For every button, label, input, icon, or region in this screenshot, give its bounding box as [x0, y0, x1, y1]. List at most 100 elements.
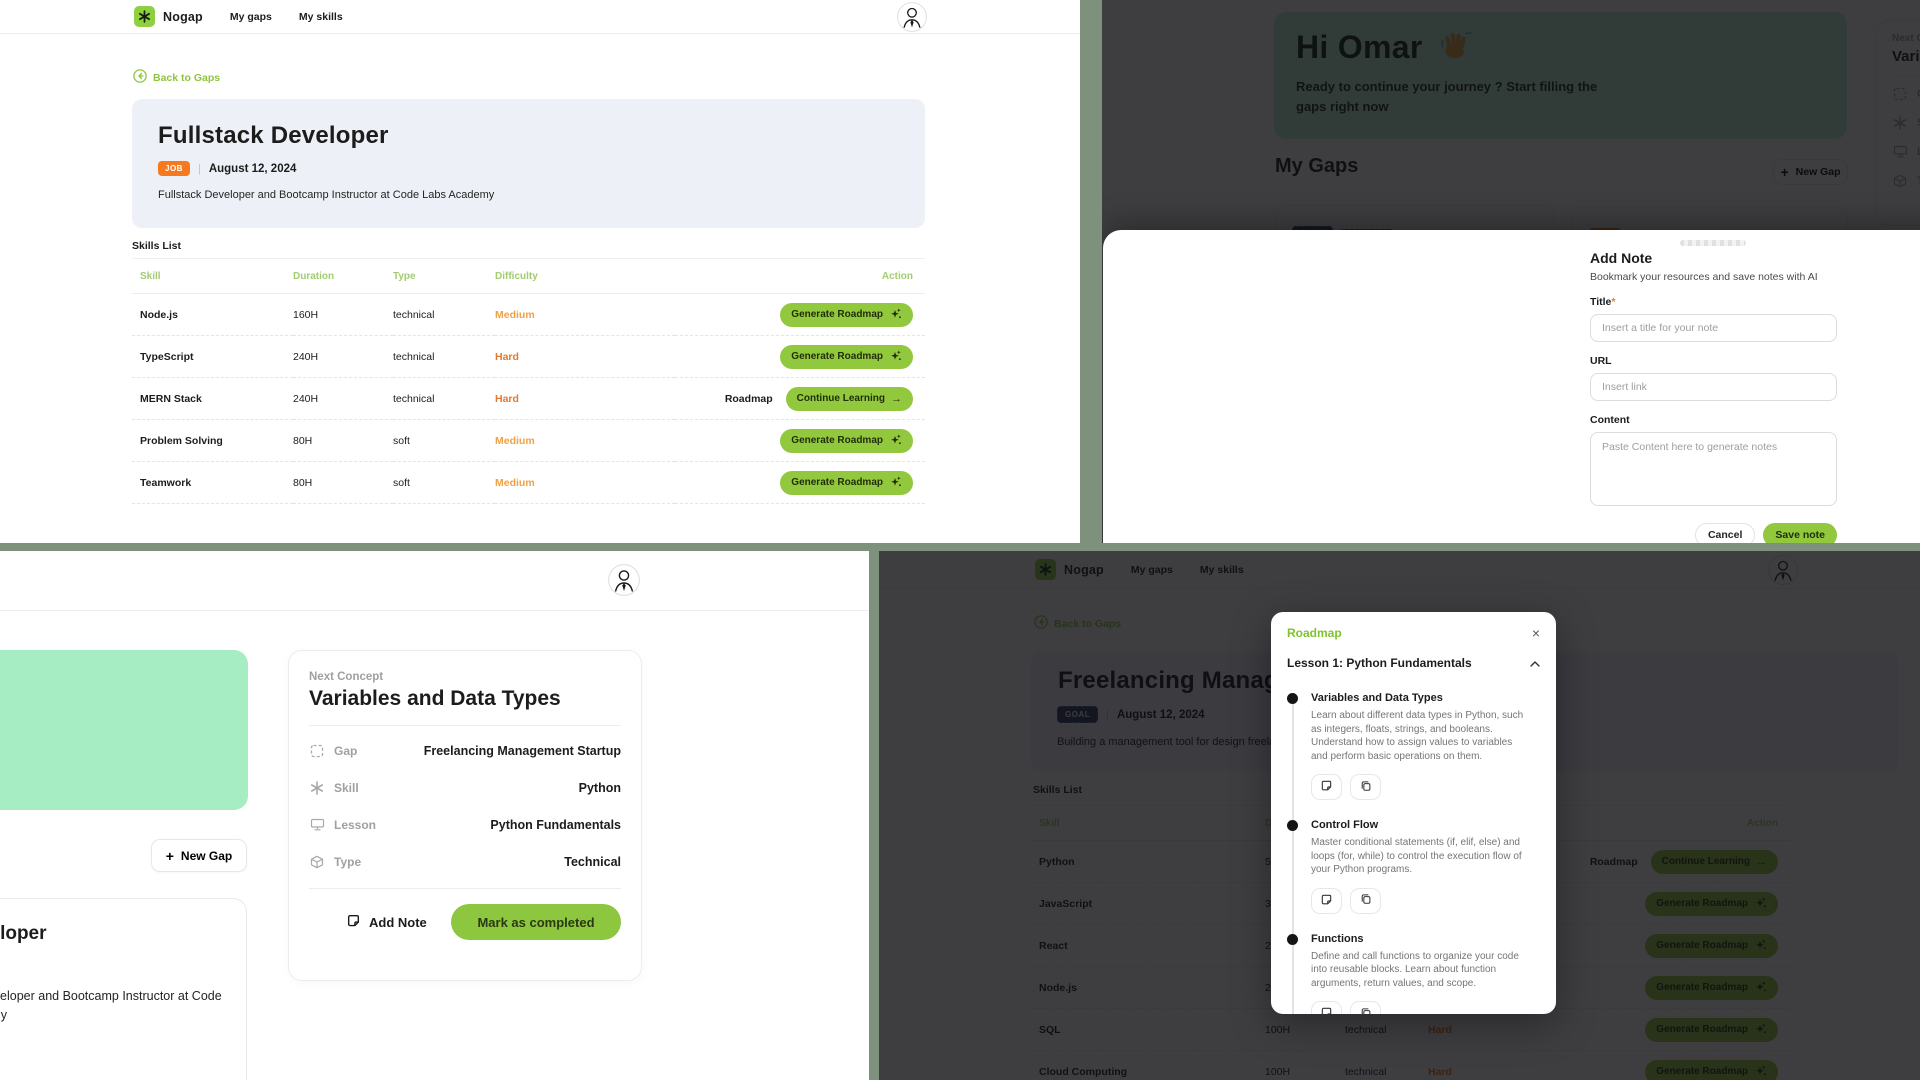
save-note-button[interactable]: Save note	[1763, 523, 1837, 543]
copy-icon	[1360, 1007, 1372, 1014]
concept-note-button[interactable]	[1311, 887, 1342, 914]
col-header-skill: Skill	[132, 258, 293, 294]
generate-roadmap-button[interactable]: Generate Roadmap	[780, 302, 913, 327]
roadmap-modal: Roadmap × Lesson 1: Python Fundamentals …	[1271, 612, 1556, 1014]
gap-card-clipped[interactable]: Fullstack Developer Fullstack Developer …	[0, 898, 247, 1080]
skills-table: Skill Duration Type Difficulty Action No…	[132, 258, 925, 504]
skill-difficulty: Hard	[495, 377, 675, 420]
new-gap-button[interactable]: + New Gap	[151, 839, 247, 872]
generate-roadmap-button[interactable]: Generate Roadmap	[780, 344, 913, 369]
roadmap-concept-description: Define and call functions to organize yo…	[1311, 950, 1519, 989]
avatar[interactable]	[897, 2, 927, 32]
arrow-right-icon: →	[891, 392, 902, 405]
lesson-accordion-header[interactable]: Lesson 1: Python Fundamentals	[1287, 654, 1540, 672]
close-icon[interactable]: ×	[1531, 625, 1540, 641]
chevron-up-icon	[1530, 654, 1540, 672]
avatar[interactable]	[608, 564, 640, 596]
nav-my-skills[interactable]: My skills	[298, 10, 343, 23]
roadmap-concept-item: Control Flow Master conditional statemen…	[1287, 819, 1540, 914]
lesson-title: Lesson 1: Python Fundamentals	[1287, 656, 1472, 670]
skills-page-freelancing-with-roadmap: Nogap My gaps My skills Back to Gaps Fre…	[879, 551, 1920, 1080]
skill-table-row: MERN Stack 240H technical Hard Roadmap C…	[132, 377, 925, 420]
skill-type: soft	[393, 461, 495, 504]
sheet-drag-handle[interactable]	[1680, 240, 1746, 246]
concept-note-button[interactable]	[1311, 774, 1342, 800]
gap-card-title: Fullstack Developer	[0, 923, 47, 944]
selected-gap-card[interactable]	[0, 650, 248, 810]
note-url-input[interactable]	[1590, 373, 1837, 401]
gap-icon	[309, 744, 325, 758]
timeline-dot-icon	[1287, 693, 1298, 704]
skill-duration: 240H	[293, 377, 393, 420]
roadmap-modal-title: Roadmap	[1287, 626, 1342, 640]
add-note-subtitle: Bookmark your resources and save notes w…	[1590, 271, 1818, 283]
skill-difficulty: Hard	[495, 335, 675, 378]
concept-detail-row: Lesson Python Fundamentals	[309, 806, 621, 843]
col-header-difficulty: Difficulty	[495, 258, 675, 294]
nogap-logo-icon[interactable]	[134, 6, 155, 27]
col-header-type: Type	[393, 258, 495, 294]
skill-table-row: Problem Solving 80H soft Medium Generate…	[132, 419, 925, 462]
mark-as-completed-button[interactable]: Mark as completed	[451, 904, 621, 940]
roadmap-concept-title: Variables and Data Types	[1311, 692, 1443, 704]
url-field-label: URL	[1590, 355, 1612, 367]
continue-learning-button[interactable]: Continue Learning→	[785, 386, 913, 411]
roadmap-concept-description: Master conditional statements (if, elif,…	[1311, 837, 1522, 875]
concept-page: + New Gap Fullstack Developer Fullstack …	[0, 551, 869, 1080]
add-note-sheet: Add Note Bookmark your resources and sav…	[1103, 230, 1920, 543]
concept-resources-button[interactable]	[1350, 774, 1381, 800]
col-header-duration: Duration	[293, 258, 393, 294]
note-icon	[1320, 893, 1333, 909]
required-mark: *	[1611, 296, 1616, 308]
concept-detail-row: Gap Freelancing Management Startup	[309, 732, 621, 769]
add-note-title: Add Note	[1590, 250, 1653, 266]
note-content-textarea[interactable]	[1590, 432, 1837, 506]
roadmap-concept-item: Variables and Data Types Learn about dif…	[1287, 692, 1540, 800]
timeline-dot-icon	[1287, 933, 1298, 945]
concept-note-button[interactable]	[1311, 1001, 1342, 1014]
gap-title: Fullstack Developer	[158, 122, 389, 149]
concept-resources-button[interactable]	[1350, 887, 1381, 914]
roadmap-link[interactable]: Roadmap	[724, 392, 773, 405]
skill-type: soft	[393, 419, 495, 462]
skill-duration: 80H	[293, 419, 393, 462]
lesson-icon	[309, 818, 325, 831]
col-header-action: Action	[675, 258, 925, 294]
title-field-label: Title	[1590, 296, 1612, 308]
skills-list-label: Skills List	[132, 240, 182, 252]
generate-roadmap-button[interactable]: Generate Roadmap	[780, 428, 913, 453]
roadmap-concept-title: Control Flow	[1311, 819, 1379, 831]
concept-resources-button[interactable]	[1350, 1001, 1381, 1014]
next-concept-card: Next Concept Variables and Data Types Ga…	[288, 650, 642, 981]
skill-difficulty: Medium	[495, 419, 675, 462]
timeline-line	[1292, 700, 1294, 1014]
roadmap-concept-description: Learn about different data types in Pyth…	[1311, 710, 1524, 762]
sparkle-icon	[889, 349, 902, 365]
skill-type: technical	[393, 293, 495, 336]
skill-table-row: Node.js 160H technical Medium Generate R…	[132, 293, 925, 336]
roadmap-concept-title: Functions	[1311, 932, 1364, 945]
gap-description: Fullstack Developer and Bootcamp Instruc…	[158, 189, 495, 201]
add-note-button[interactable]: Add Note	[346, 913, 427, 931]
note-icon	[346, 913, 361, 931]
skill-duration: 240H	[293, 335, 393, 378]
skill-name: Node.js	[132, 293, 293, 336]
nav-my-gaps[interactable]: My gaps	[229, 10, 272, 23]
generate-roadmap-button[interactable]: Generate Roadmap	[780, 470, 913, 495]
note-title-input[interactable]	[1590, 314, 1837, 342]
skill-name: Problem Solving	[132, 419, 293, 462]
sparkle-icon	[889, 307, 902, 323]
type-icon	[309, 855, 325, 869]
roadmap-concept-item: Functions Define and call functions to o…	[1287, 932, 1540, 1014]
cancel-button[interactable]: Cancel	[1694, 523, 1756, 543]
skill-difficulty: Medium	[495, 293, 675, 336]
skill-duration: 160H	[293, 293, 393, 336]
dashboard-page-with-add-note: Hi Omar Ready to continue your journey ?…	[1102, 0, 1920, 543]
skill-table-row: Teamwork 80H soft Medium Generate Roadma…	[132, 461, 925, 504]
skill-table-row: TypeScript 240H technical Hard Generate …	[132, 335, 925, 378]
app-header: Nogap My gaps My skills	[0, 0, 1080, 34]
back-to-gaps-link[interactable]: Back to Gaps	[133, 69, 220, 86]
sparkle-icon	[889, 433, 902, 449]
note-icon	[1320, 1006, 1333, 1014]
next-concept-title: Variables and Data Types	[309, 687, 561, 710]
